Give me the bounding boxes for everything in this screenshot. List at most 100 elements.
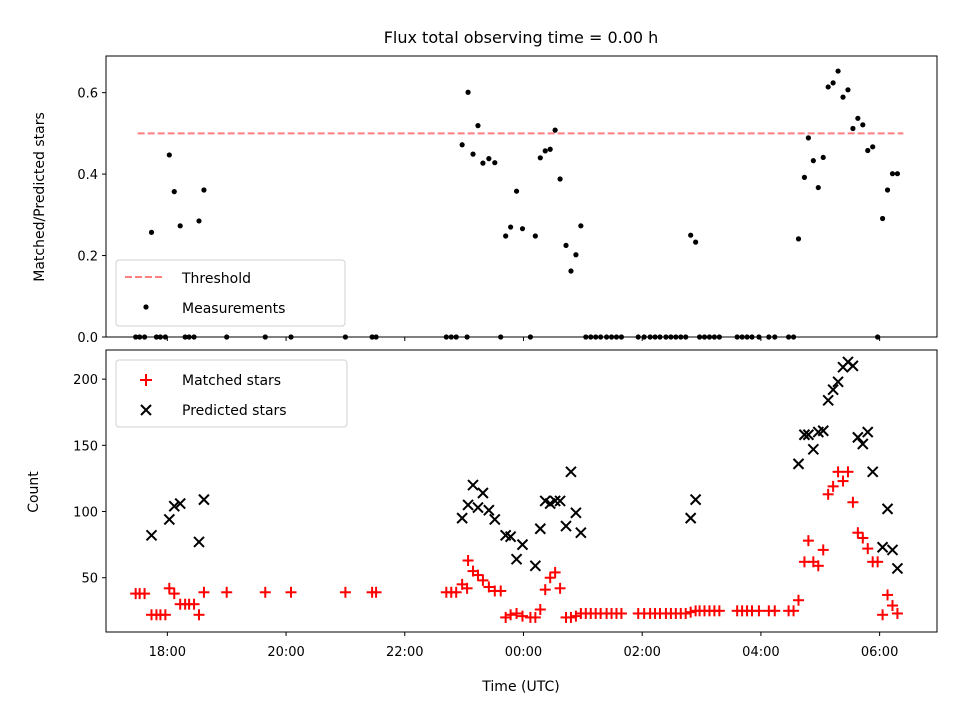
measurement-point bbox=[196, 218, 202, 224]
predicted-star-marker bbox=[193, 536, 205, 548]
measurement-point bbox=[547, 146, 553, 152]
predicted-star-marker bbox=[174, 497, 186, 510]
predicted-star-d2 bbox=[857, 438, 869, 450]
matched-star-marker bbox=[769, 605, 781, 617]
measurement-point bbox=[201, 187, 207, 193]
predicted-star-d2 bbox=[477, 487, 489, 499]
measurement-point bbox=[711, 334, 718, 340]
top-panel: 0.0 0.2 0.4 0.6 bbox=[77, 55, 938, 346]
predicted-star-marker bbox=[560, 520, 572, 532]
predicted-star-marker bbox=[886, 544, 899, 556]
measurement-point bbox=[641, 334, 647, 340]
measurement-point bbox=[688, 232, 694, 238]
matched-star-marker bbox=[505, 609, 517, 621]
measurement-point bbox=[835, 68, 841, 74]
predicted-star-marker bbox=[483, 504, 495, 516]
measurement-point bbox=[171, 189, 177, 195]
matched-star-marker bbox=[198, 586, 210, 598]
measurement-point bbox=[459, 142, 465, 148]
predicted-star-marker bbox=[684, 512, 697, 524]
matched-star-marker bbox=[680, 607, 692, 619]
predicted-star-marker bbox=[798, 429, 811, 441]
predicted-star-marker bbox=[847, 360, 859, 372]
measurement-point bbox=[137, 334, 143, 340]
matched-star-marker bbox=[753, 605, 765, 617]
measurement-point bbox=[373, 334, 379, 340]
predicted-star-marker bbox=[565, 466, 577, 478]
predicted-star-d2 bbox=[516, 538, 529, 551]
measurement-point bbox=[503, 233, 509, 239]
matched-star-marker bbox=[891, 607, 903, 619]
measurement-point bbox=[701, 334, 708, 340]
matched-star-marker bbox=[788, 605, 800, 617]
matched-star-marker bbox=[193, 609, 205, 621]
predicted-star-d2 bbox=[462, 499, 474, 511]
matched-star-marker bbox=[139, 588, 151, 600]
predicted-star-marker bbox=[866, 466, 879, 478]
bottom-ytick-label: 50 bbox=[81, 572, 98, 587]
matched-star-marker bbox=[847, 496, 859, 508]
predicted-star-d2 bbox=[174, 497, 186, 510]
matched-star-marker bbox=[511, 607, 523, 619]
predicted-star-d2 bbox=[891, 562, 904, 575]
measurement-point bbox=[830, 80, 836, 86]
predicted-star-marker bbox=[163, 513, 176, 526]
matched-star-marker bbox=[812, 560, 824, 572]
measurement-point bbox=[224, 334, 230, 340]
predicted-star-d2 bbox=[472, 501, 484, 514]
measurement-point bbox=[683, 334, 689, 340]
top-legend-box bbox=[115, 259, 346, 327]
predicted-star-d2 bbox=[193, 536, 205, 548]
matched-star-marker bbox=[477, 574, 489, 586]
measurement-point bbox=[766, 334, 772, 340]
measurement-point bbox=[288, 334, 294, 340]
chart-title: Flux total observing time = 0.00 h bbox=[384, 28, 659, 47]
measurement-point bbox=[486, 156, 492, 162]
measurement-point bbox=[652, 334, 658, 340]
bottom-legend-box bbox=[115, 359, 348, 428]
measurement-point bbox=[588, 334, 594, 340]
predicted-star-marker bbox=[516, 538, 529, 551]
measurement-point bbox=[470, 151, 476, 157]
matched-star-marker bbox=[802, 535, 814, 547]
matched-star-marker bbox=[529, 611, 541, 623]
measurement-point bbox=[542, 148, 548, 154]
matched-star-marker bbox=[259, 586, 271, 598]
measurement-point bbox=[855, 115, 861, 121]
measurement-point bbox=[498, 334, 504, 340]
predicted-star-marker bbox=[891, 562, 904, 575]
predicted-star-marker bbox=[168, 500, 180, 512]
predicted-star-d2 bbox=[817, 425, 829, 437]
measurement-point bbox=[563, 242, 569, 248]
measurement-point bbox=[884, 187, 891, 193]
measurement-point bbox=[870, 144, 876, 150]
matched-star-marker bbox=[877, 609, 889, 621]
measurement-point bbox=[663, 334, 669, 340]
matched-star-marker bbox=[886, 600, 898, 612]
bottom-ylabel: Count bbox=[26, 471, 42, 513]
measurement-point bbox=[618, 334, 625, 340]
predicted-star-d2 bbox=[565, 466, 577, 478]
predicted-star-d2 bbox=[504, 530, 517, 543]
matched-star-marker bbox=[539, 584, 551, 596]
measurement-point bbox=[537, 155, 543, 161]
bottom-xtick-label: 04:00 bbox=[742, 645, 779, 660]
measurement-point bbox=[133, 334, 139, 340]
bottom-xtick-label: 22:00 bbox=[386, 645, 423, 660]
bottom-plot-frame bbox=[105, 349, 938, 633]
measurement-point bbox=[262, 334, 268, 340]
predicted-star-marker bbox=[534, 523, 547, 535]
legend-matched-label: Matched stars bbox=[182, 373, 281, 389]
measurement-point bbox=[166, 152, 172, 158]
predicted-star-d2 bbox=[489, 513, 501, 526]
measurement-point bbox=[786, 334, 792, 340]
predicted-star-d2 bbox=[798, 429, 811, 441]
matched-star-marker bbox=[554, 582, 566, 594]
measurement-point bbox=[182, 334, 188, 340]
measurement-point bbox=[153, 334, 160, 340]
predicted-star-d2 bbox=[822, 394, 834, 407]
measurement-point bbox=[465, 89, 471, 95]
measurement-point bbox=[532, 233, 538, 239]
measurement-point bbox=[369, 334, 375, 340]
measurement-point bbox=[815, 184, 821, 191]
